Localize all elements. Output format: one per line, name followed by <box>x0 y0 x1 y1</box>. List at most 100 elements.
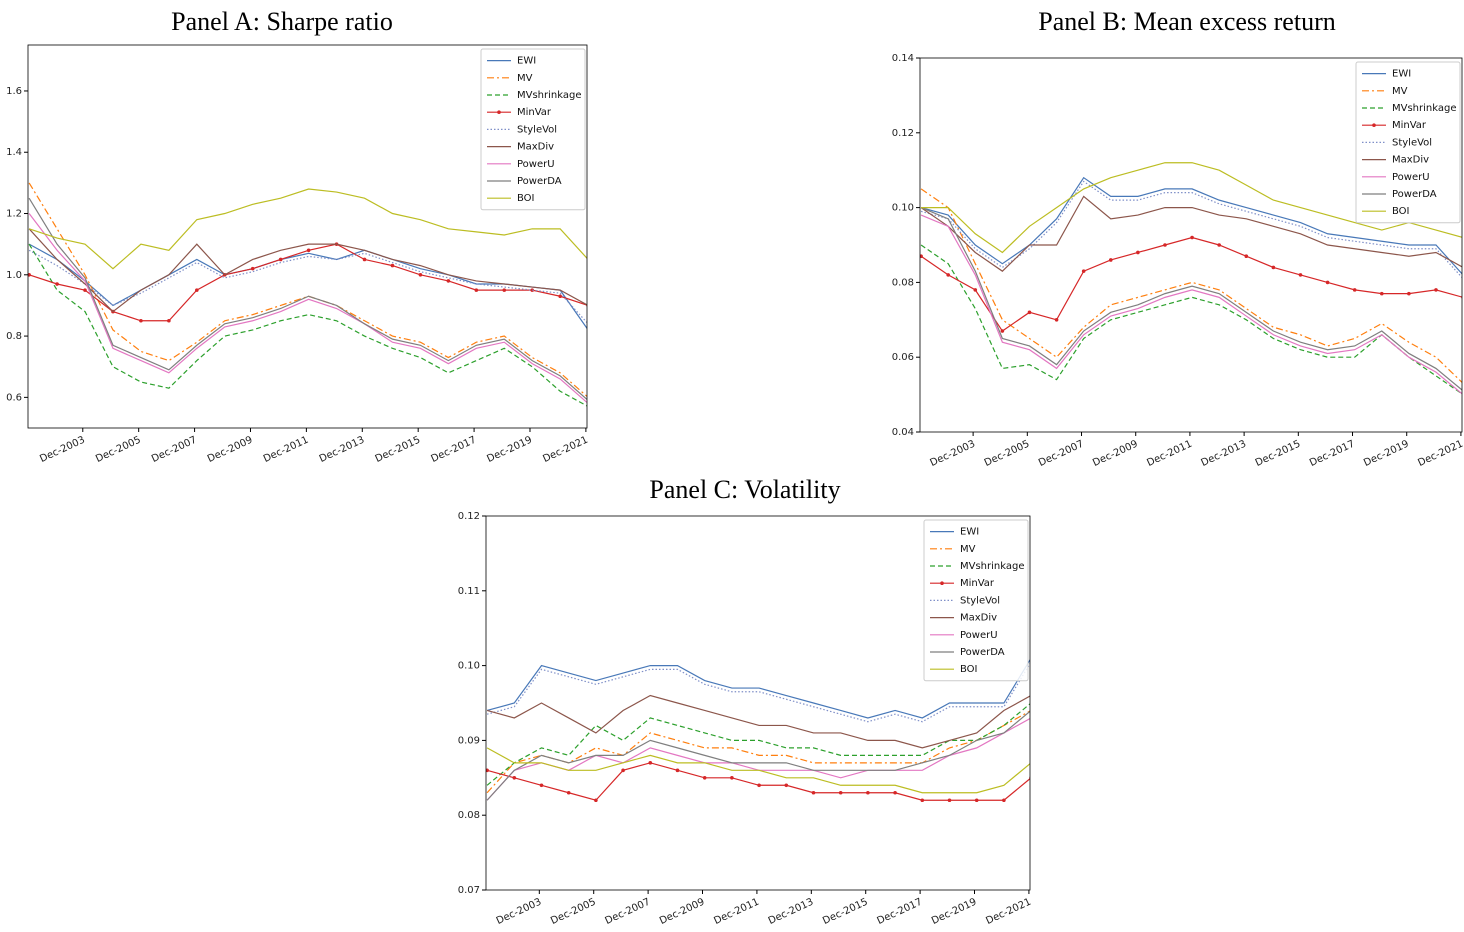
legend-label: EWI <box>517 56 536 67</box>
point <box>594 798 598 803</box>
point <box>418 273 423 277</box>
x-tick-label: Dec-2019 <box>930 897 979 927</box>
point <box>83 288 87 292</box>
point <box>1163 243 1167 247</box>
series-line <box>486 694 1030 749</box>
legend-label: EWI <box>1392 69 1411 80</box>
x-tick-label: Dec-2011 <box>1145 439 1194 469</box>
point <box>946 273 950 277</box>
point <box>1244 254 1249 259</box>
point <box>893 790 897 795</box>
series-line <box>920 207 1462 391</box>
x-tick-label: Dec-2005 <box>549 897 598 927</box>
panel: Panel A: Sharpe ratio 0.6 0.8 1.0 1.2 1.4 1.6 D… <box>6 7 590 465</box>
series-line <box>28 197 587 401</box>
point <box>362 257 367 262</box>
x-tick-label: Dec-2009 <box>658 897 707 927</box>
legend-label: BOI <box>1392 206 1410 217</box>
point <box>1271 265 1276 270</box>
y-tick-label: 0.10 <box>892 203 914 214</box>
point <box>1108 258 1113 262</box>
x-tick-label: Dec-2005 <box>983 439 1032 469</box>
point <box>530 288 535 292</box>
y-tick-label: 0.06 <box>892 352 914 363</box>
point <box>866 790 870 795</box>
legend-marker <box>940 581 944 585</box>
axes-frame <box>919 57 1463 433</box>
series-line <box>921 162 1462 254</box>
legend-box <box>480 48 586 211</box>
point <box>730 776 734 780</box>
point <box>1379 291 1384 296</box>
point <box>539 783 544 788</box>
point <box>1190 235 1194 240</box>
series-line <box>486 710 1030 801</box>
y-tick-label: 1.4 <box>6 147 22 158</box>
point <box>28 273 31 277</box>
legend-label: MinVar <box>960 578 995 589</box>
point <box>784 783 789 788</box>
x-tick-label: Dec-2021 <box>1416 439 1464 469</box>
point <box>838 790 843 795</box>
point <box>973 288 978 292</box>
point <box>1298 273 1303 277</box>
x-tick-label: Dec-2013 <box>1200 439 1249 469</box>
legend-label: PowerU <box>1392 172 1430 183</box>
x-tick-label: Dec-2017 <box>876 897 925 927</box>
legend-label: MaxDiv <box>1392 155 1429 166</box>
panel: Panel B: Mean excess return 0.04 0.06 0.08 0… <box>892 7 1464 469</box>
point <box>55 282 59 286</box>
y-tick-label: 0.10 <box>458 661 480 672</box>
point <box>1027 310 1032 315</box>
point <box>474 288 479 292</box>
y-tick-label: 1.0 <box>6 270 22 281</box>
point <box>1081 269 1086 273</box>
legend-label: MVshrinkage <box>517 90 582 101</box>
series-line <box>28 243 587 330</box>
legend-label: MV <box>1392 86 1408 97</box>
point <box>1000 329 1005 333</box>
series-line <box>486 703 1030 786</box>
y-tick-label: 1.2 <box>6 209 22 220</box>
panel-title: Panel A: Sharpe ratio <box>171 7 393 36</box>
point <box>195 288 199 292</box>
point <box>1352 288 1357 292</box>
legend-label: MV <box>960 544 976 555</box>
x-tick-label: Dec-2007 <box>1037 439 1086 469</box>
point <box>648 761 653 765</box>
x-tick-label: Dec-2007 <box>604 897 653 927</box>
series-line <box>28 243 587 322</box>
point <box>1002 798 1006 803</box>
x-tick-label: Dec-2003 <box>495 897 544 927</box>
point <box>1054 318 1059 322</box>
legend-label: MVshrinkage <box>960 561 1025 572</box>
x-tick-label: Dec-2013 <box>318 435 367 465</box>
point <box>558 294 562 299</box>
x-tick-label: Dec-2017 <box>1308 439 1357 469</box>
legend-label: StyleVol <box>960 595 1000 606</box>
series-line <box>28 188 587 270</box>
series-line <box>920 236 1462 332</box>
point <box>1136 250 1140 255</box>
plot-area <box>920 162 1462 395</box>
y-tick-label: 0.08 <box>892 277 914 288</box>
x-tick-label: Dec-2015 <box>374 435 423 465</box>
panel: Panel C: Volatility 0.07 0.08 0.09 0.10 0.11 0… <box>458 475 1033 927</box>
legend-box <box>923 519 1029 682</box>
y-tick-label: 0.08 <box>458 810 480 821</box>
panel-title: Panel C: Volatility <box>649 475 840 504</box>
series-line <box>920 176 1462 275</box>
x-tick-label: Dec-2009 <box>1091 439 1140 469</box>
y-tick-label: 0.8 <box>6 331 22 342</box>
series-line <box>28 213 587 404</box>
point <box>1325 280 1330 285</box>
point <box>1434 288 1438 292</box>
point <box>675 768 680 773</box>
point <box>811 790 816 795</box>
point <box>757 783 761 788</box>
point <box>167 318 171 323</box>
x-tick-label: Dec-2011 <box>712 897 761 927</box>
legend-label: PowerDA <box>517 176 562 187</box>
x-tick-label: Dec-2009 <box>206 435 255 465</box>
